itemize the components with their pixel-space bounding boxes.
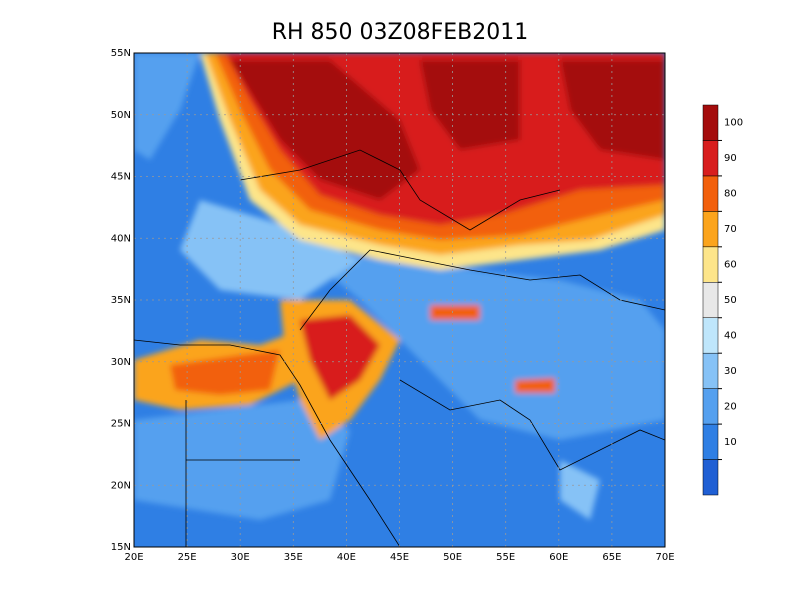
colorbar-label: 20 xyxy=(724,401,737,412)
rh-field xyxy=(134,53,665,547)
colorbar-label: 50 xyxy=(724,295,737,306)
lat-tick-label: 45N xyxy=(111,172,131,183)
lon-tick-label: 35E xyxy=(284,552,303,563)
colorbar-segment xyxy=(702,352,719,389)
colorbar-label: 10 xyxy=(724,437,737,448)
lon-tick-label: 60E xyxy=(549,552,568,563)
colorbar-label: 70 xyxy=(724,224,737,235)
colorbar-segment xyxy=(702,317,719,354)
lon-tick-label: 50E xyxy=(443,552,462,563)
colorbar: 10 20 30 40 50 60 70 80 90 100 xyxy=(702,104,743,496)
lat-tick-label: 30N xyxy=(111,357,131,368)
lon-tick-label: 70E xyxy=(655,552,674,563)
lat-tick-label: 40N xyxy=(111,233,131,244)
colorbar-label: 90 xyxy=(724,153,737,164)
colorbar-segment xyxy=(702,175,719,212)
colorbar-segment xyxy=(702,388,719,425)
map-title: RH 850 03Z08FEB2011 xyxy=(272,20,529,45)
colorbar-label: 60 xyxy=(724,260,737,271)
colorbar-segment xyxy=(702,211,719,248)
colorbar-segment xyxy=(702,423,719,460)
colorbar-segment xyxy=(702,282,719,318)
lat-tick-label: 50N xyxy=(111,110,131,121)
colorbar-segment xyxy=(702,104,719,141)
lat-tick-label: 15N xyxy=(111,542,131,553)
lon-tick-label: 55E xyxy=(496,552,515,563)
colorbar-label: 80 xyxy=(724,189,737,200)
lon-tick-label: 25E xyxy=(178,552,197,563)
boundaries xyxy=(134,149,665,547)
colorbar-label: 40 xyxy=(724,330,737,341)
colorbar-segment xyxy=(702,140,719,177)
lon-tick-label: 30E xyxy=(231,552,250,563)
map-frame xyxy=(133,52,666,548)
lon-tick-label: 65E xyxy=(602,552,621,563)
lat-tick-label: 55N xyxy=(111,48,131,59)
lon-tick-label: 20E xyxy=(124,552,143,563)
lat-tick-label: 25N xyxy=(111,419,131,430)
colorbar-segment xyxy=(702,246,719,283)
lat-tick-label: 20N xyxy=(111,480,131,491)
colorbar-label: 30 xyxy=(724,366,737,377)
colorbar-segment xyxy=(702,459,719,496)
lon-tick-label: 40E xyxy=(337,552,356,563)
lat-tick-label: 35N xyxy=(111,295,131,306)
colorbar-label: 100 xyxy=(724,118,743,129)
lon-tick-label: 45E xyxy=(390,552,409,563)
